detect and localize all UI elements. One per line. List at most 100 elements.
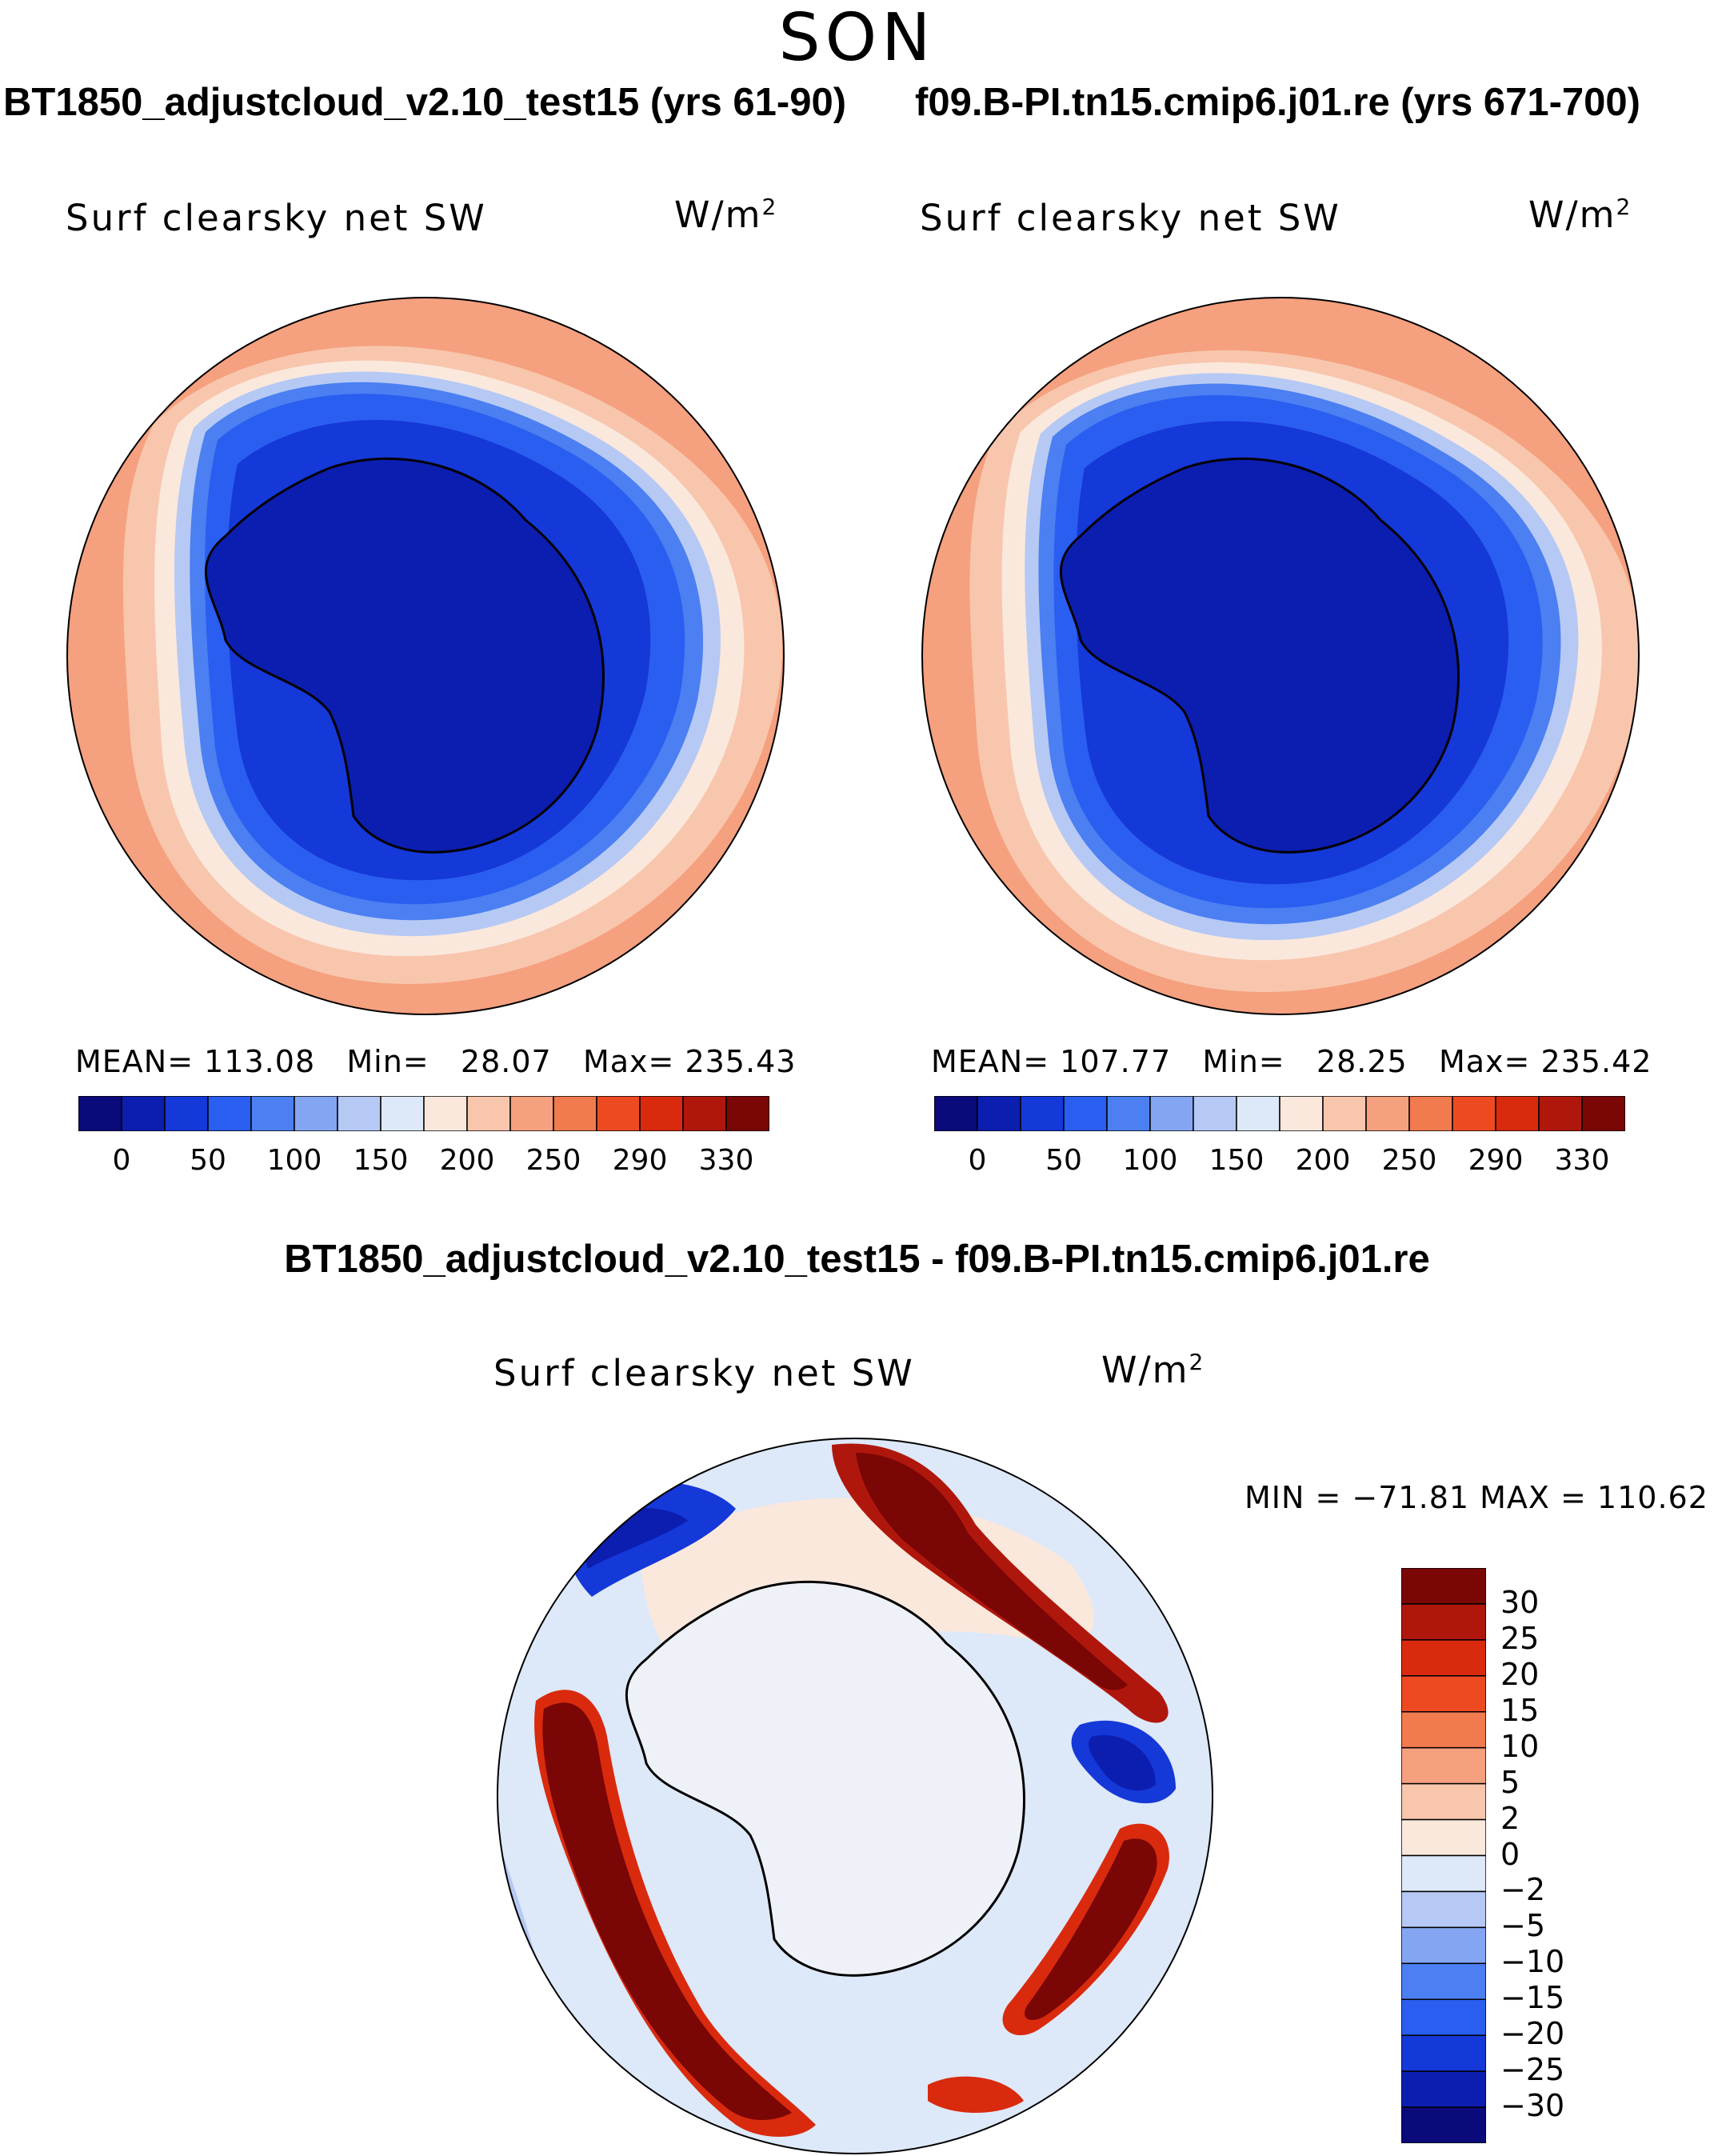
variable-label-diff: Surf clearsky net SW [493,1352,915,1394]
colorbar-tick-label: 30 [1500,1584,1540,1620]
colorbar-swatch [1401,1926,1486,1965]
max-value: 235.42 [1540,1044,1652,1079]
colorbar-swatch [1401,1746,1486,1785]
colorbar-tick-label: 330 [1554,1144,1610,1177]
colorbar-swatch [1365,1096,1410,1131]
season-title: SON [778,0,936,76]
colorbar-tick-label: 200 [439,1144,495,1177]
colorbar-swatch [1063,1096,1108,1131]
colorbar-swatch [1401,1782,1486,1821]
case-title-right: f09.B-PI.tn15.cmip6.j01.re (yrs 671-700) [915,81,1640,124]
colorbar-swatch [1401,1998,1486,2036]
colorbar-swatch [509,1096,554,1131]
colorbar-swatch [1149,1096,1194,1131]
min-value: 28.25 [1316,1044,1408,1079]
colorbar-swatch [977,1096,1021,1131]
colorbar-swatch [1401,1603,1486,1641]
colorbar-swatch [1408,1096,1453,1131]
units-label-left: W/m2 [674,194,778,236]
map-boundary [66,297,785,1015]
colorbar-swatch [934,1096,978,1131]
colorbar-swatch [250,1096,295,1131]
colorbar-tick-label: 290 [1468,1144,1524,1177]
colorbar-swatch [466,1096,511,1131]
polar-map-right [921,297,1640,1015]
variable-label-right: Surf clearsky net SW [920,197,1341,239]
colorbar-swatch [207,1096,252,1131]
colorbar-swatch [1020,1096,1065,1131]
colorbar-tick-label: 2 [1500,1800,1520,1836]
colorbar-tick-label: 290 [612,1144,668,1177]
colorbar-swatch [1581,1096,1625,1131]
colorbar-swatch [1401,1818,1486,1857]
polar-map-difference [497,1438,1213,2154]
colorbar-tick-label: 150 [1209,1144,1265,1177]
colorbar-swatch [380,1096,425,1131]
max-label: Max= [1438,1044,1531,1079]
stats-left: MEAN= 113.08 Min= 28.07 Max= 235.43 [75,1044,796,1079]
colorbar-swatch [1452,1096,1496,1131]
colorbar-tick-label: −30 [1500,2088,1565,2124]
colorbar-swatch [1322,1096,1367,1131]
colorbar-swatch [639,1096,684,1131]
colorbar-swatch [1538,1096,1583,1131]
colorbar-swatch [553,1096,597,1131]
diff-minmax: MIN = −71.81 MAX = 110.62 [1245,1480,1708,1515]
colorbar-swatch [164,1096,209,1131]
mean-value: 107.77 [1060,1044,1172,1079]
colorbar-swatch [1401,1639,1486,1677]
colorbar-tick-label: 100 [1122,1144,1178,1177]
colorbar-tick-label: −15 [1500,1980,1565,2016]
colorbar-swatch [596,1096,641,1131]
colorbar-tick-label: −25 [1500,2052,1565,2088]
colorbar-tick-label: 250 [1381,1144,1437,1177]
mean-value: 113.08 [204,1044,316,1079]
colorbar-tick-label: 5 [1500,1764,1520,1800]
colorbar-swatch [1401,1854,1486,1893]
colorbar-left [78,1096,769,1131]
colorbar-swatch [682,1096,727,1131]
colorbar-tick-label: 250 [525,1144,581,1177]
colorbar-tick-label: 50 [190,1144,226,1177]
colorbar-tick-label: 50 [1045,1144,1082,1177]
difference-title: BT1850_adjustcloud_v2.10_test15 - f09.B-… [284,1238,1430,1281]
colorbar-swatch [1401,2070,1486,2108]
colorbar-swatch [294,1096,338,1131]
colorbar-swatch [1495,1096,1540,1131]
colorbar-swatch [1401,1568,1486,1605]
colorbar-tick-label: 100 [266,1144,322,1177]
stats-right: MEAN= 107.77 Min= 28.25 Max= 235.42 [931,1044,1652,1079]
variable-label-left: Surf clearsky net SW [66,197,487,239]
units-label-diff: W/m2 [1101,1349,1205,1391]
colorbar-swatch [78,1096,122,1131]
colorbar-right [934,1096,1625,1131]
colorbar-swatch [1401,1675,1486,1713]
colorbar-swatch [1401,1890,1486,1929]
colorbar-tick-label: 15 [1500,1692,1540,1728]
colorbar-swatch [1236,1096,1281,1131]
mean-label: MEAN= [931,1044,1050,1079]
colorbar-tick-label: 20 [1500,1656,1540,1692]
colorbar-swatch [1193,1096,1237,1131]
colorbar-tick-label: 200 [1295,1144,1351,1177]
colorbar-swatch [337,1096,382,1131]
min-value: 28.07 [460,1044,552,1079]
colorbar-swatch [121,1096,166,1131]
colorbar-tick-label: 25 [1500,1620,1540,1656]
max-value: 235.43 [685,1044,797,1079]
colorbar-tick-label: 10 [1500,1728,1540,1764]
colorbar-tick-label: −2 [1500,1872,1546,1908]
colorbar-swatch [1401,1962,1486,2000]
units-label-right: W/m2 [1528,194,1632,236]
colorbar-swatch [1401,1711,1486,1749]
polar-map-left [66,297,785,1015]
colorbar-tick-label: 0 [1500,1836,1520,1872]
colorbar-swatch [1401,2034,1486,2072]
colorbar-swatch [1106,1096,1151,1131]
min-label: Min= [346,1044,429,1079]
antarctica-outline-diff [625,1580,1025,1977]
case-title-left: BT1850_adjustcloud_v2.10_test15 (yrs 61-… [3,81,847,124]
max-label: Max= [582,1044,675,1079]
colorbar-tick-label: −5 [1500,1908,1546,1944]
colorbar-difference [1401,1568,1486,2143]
